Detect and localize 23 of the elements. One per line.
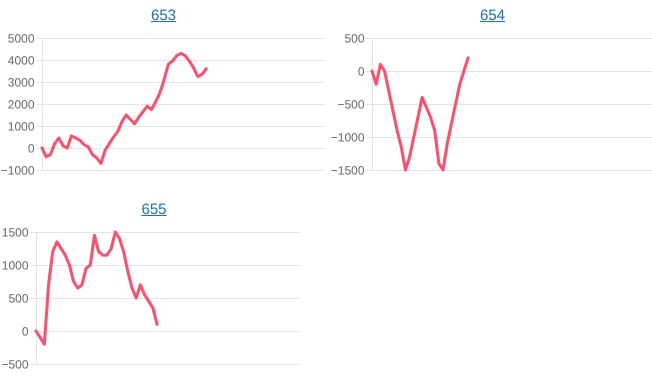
y-tick-label: 0 — [358, 64, 365, 78]
y-tick-label: 5000 — [8, 32, 35, 46]
y-tick-label: 500 — [344, 32, 365, 46]
chart-title: 655 — [140, 200, 168, 220]
y-tick-label: 2000 — [8, 98, 35, 112]
y-tick-label: 4000 — [8, 54, 35, 68]
chart-title: 653 — [150, 6, 178, 26]
y-tick-label: 1000 — [8, 120, 35, 134]
y-tick-label: 3000 — [8, 76, 35, 90]
y-tick-label: 0 — [22, 324, 29, 338]
y-tick-label: 1500 — [2, 226, 29, 240]
y-tick-label: 1000 — [2, 258, 29, 272]
line-series — [370, 56, 470, 172]
chart-title: 654 — [478, 6, 506, 26]
y-tick-label: −500 — [1, 358, 29, 372]
line-series — [34, 230, 159, 346]
y-tick-label: 0 — [28, 142, 35, 156]
y-tick-label: −1000 — [330, 130, 365, 144]
y-tick-label: −1500 — [330, 164, 365, 178]
y-tick-label: −500 — [337, 98, 365, 112]
y-tick-label: 500 — [8, 292, 29, 306]
y-tick-label: −1000 — [0, 164, 35, 178]
line-series — [40, 52, 208, 165]
